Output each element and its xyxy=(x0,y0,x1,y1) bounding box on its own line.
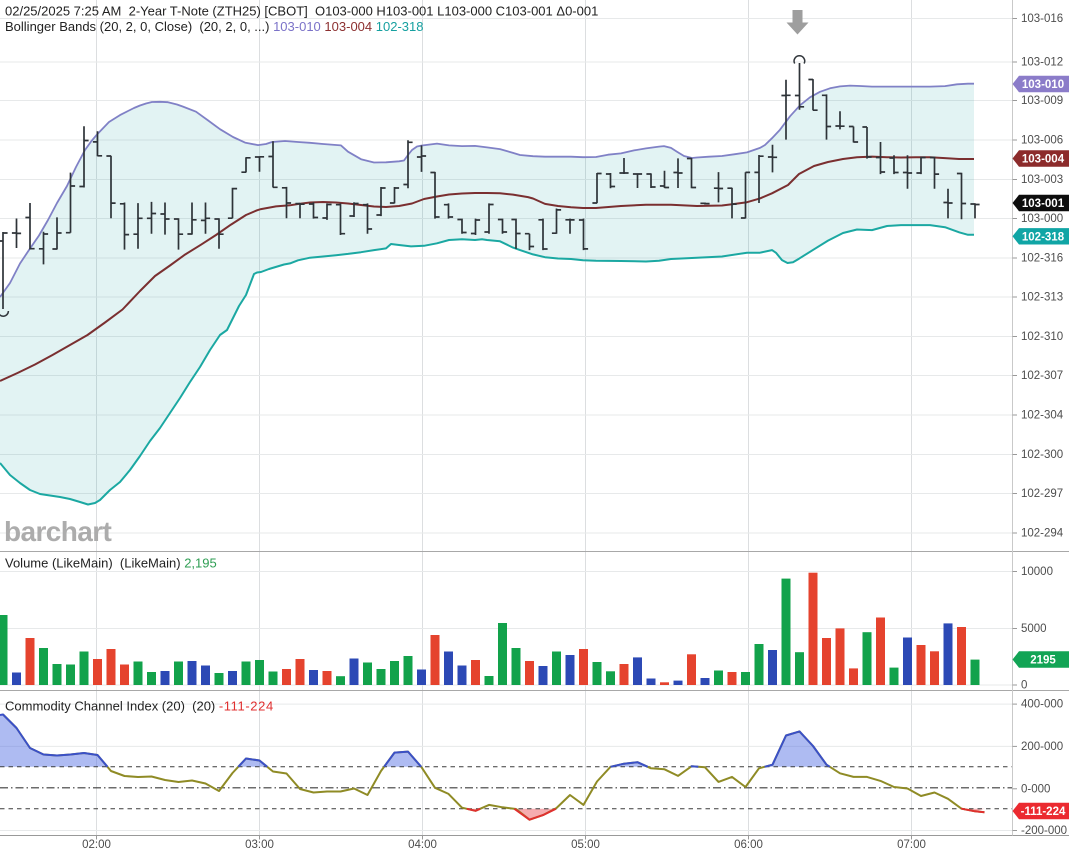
svg-text:Bollinger Bands (20, 2, 0, Clo: Bollinger Bands (20, 2, 0, Close) (20, 2… xyxy=(5,19,423,34)
svg-text:103-010: 103-010 xyxy=(1022,79,1064,91)
svg-text:103-009: 103-009 xyxy=(1021,95,1063,107)
svg-text:102-297: 102-297 xyxy=(1021,488,1063,500)
svg-text:02:00: 02:00 xyxy=(82,839,111,851)
svg-text:0-000: 0-000 xyxy=(1021,783,1050,795)
svg-text:0: 0 xyxy=(1021,680,1027,692)
svg-text:102-300: 102-300 xyxy=(1021,449,1063,461)
svg-text:05:00: 05:00 xyxy=(571,839,600,851)
svg-text:06:00: 06:00 xyxy=(734,839,763,851)
svg-text:04:00: 04:00 xyxy=(408,839,437,851)
svg-text:Commodity Channel Index (20): Commodity Channel Index (20) (20) -111-2… xyxy=(5,699,274,714)
svg-text:Volume (LikeMain) (LikeMain): Volume (LikeMain) (LikeMain) 2,195 xyxy=(5,556,217,571)
svg-text:102-318: 102-318 xyxy=(1022,231,1065,243)
svg-text:200-000: 200-000 xyxy=(1021,741,1063,753)
svg-text:07:00: 07:00 xyxy=(897,839,926,851)
svg-text:103-006: 103-006 xyxy=(1021,135,1063,147)
svg-text:5000: 5000 xyxy=(1021,623,1047,635)
svg-text:102-304: 102-304 xyxy=(1021,410,1064,422)
svg-text:103-001: 103-001 xyxy=(1022,198,1065,210)
svg-text:103-016: 103-016 xyxy=(1021,13,1063,25)
svg-text:10000: 10000 xyxy=(1021,566,1053,578)
svg-text:103-000: 103-000 xyxy=(1021,213,1063,225)
svg-text:-111-224: -111-224 xyxy=(1021,806,1066,818)
svg-text:2195: 2195 xyxy=(1030,655,1056,667)
svg-text:103-003: 103-003 xyxy=(1021,174,1063,186)
svg-text:03:00: 03:00 xyxy=(245,839,274,851)
svg-text:102-313: 102-313 xyxy=(1021,292,1063,304)
svg-text:102-307: 102-307 xyxy=(1021,370,1063,382)
svg-text:barchart: barchart xyxy=(4,516,112,547)
svg-text:400-000: 400-000 xyxy=(1021,699,1063,711)
svg-text:02/25/2025 7:25 AM 2-Year T-N: 02/25/2025 7:25 AM 2-Year T-Note (ZTH25)… xyxy=(5,4,598,19)
svg-text:102-316: 102-316 xyxy=(1021,253,1063,265)
svg-text:102-310: 102-310 xyxy=(1021,331,1063,343)
svg-text:-200-000: -200-000 xyxy=(1021,825,1067,837)
svg-text:102-294: 102-294 xyxy=(1021,528,1064,540)
svg-text:103-012: 103-012 xyxy=(1021,57,1063,69)
svg-text:103-004: 103-004 xyxy=(1022,154,1065,166)
